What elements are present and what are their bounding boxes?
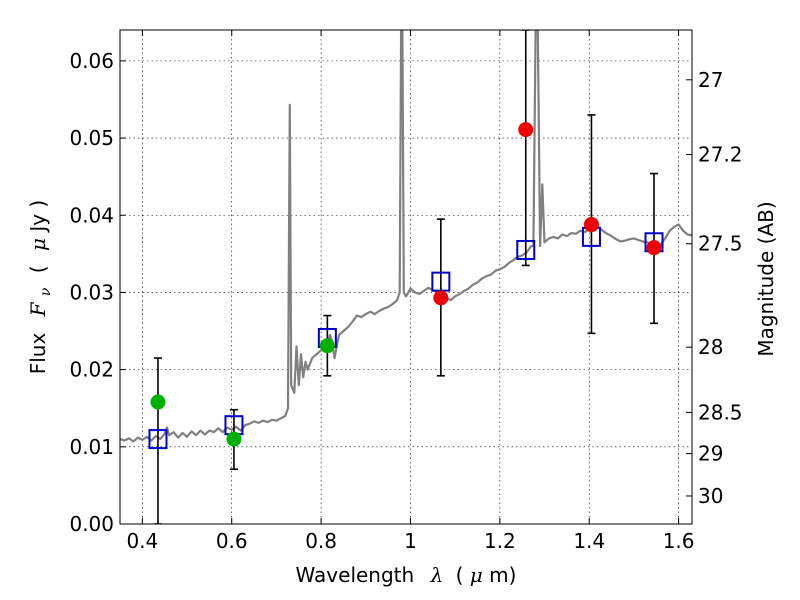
observed-point-green	[319, 338, 335, 354]
y-axis-ticks: 0.00 0.01 0.02 0.03 0.04 0.05 0.06	[69, 49, 126, 536]
y2-axis-ticks: 27 27.2 27.5 28 28.5 29 30	[686, 68, 743, 508]
y-axis-label-unit-open: (	[26, 265, 50, 273]
model-photometry-point	[516, 239, 536, 260]
y-tick-label: 0.02	[69, 358, 114, 382]
x-tick-label: 0.6	[216, 529, 248, 553]
y-tick-label: 0.05	[69, 126, 114, 150]
errorbar-layer	[153, 30, 659, 524]
y2-axis-label: Magnitude (AB)	[754, 201, 778, 356]
model-photometry-layer	[148, 226, 664, 450]
observed-point-red	[518, 122, 534, 138]
x-tick-label: 1.2	[484, 529, 516, 553]
y-tick-label: 0.01	[69, 435, 114, 459]
y-axis-label-subscript: ν	[38, 287, 54, 296]
observed-point-red	[433, 290, 449, 306]
x-axis-label-unit-rest: m)	[489, 563, 516, 587]
y2-tick-label: 28	[698, 335, 723, 359]
y-axis-label-unit-rest: Jy )	[26, 200, 50, 234]
x-tick-label: 1.6	[663, 529, 695, 553]
y-tick-label: 0.04	[69, 203, 114, 227]
y-axis-label-prefix: Flux	[26, 333, 50, 375]
y-tick-label: 0.06	[69, 49, 114, 73]
y2-tick-label: 27.2	[698, 143, 743, 167]
observed-point-green	[150, 394, 166, 410]
spectrum-line	[120, 30, 692, 443]
y2-tick-label: 29	[698, 442, 723, 466]
x-tick-label: 0.8	[305, 529, 337, 553]
y2-tick-label: 28.5	[698, 400, 743, 424]
y-axis-label-unit-mu: μ	[26, 238, 50, 251]
x-tick-label: 1.4	[573, 529, 605, 553]
y-axis-label-symbol: F	[26, 301, 50, 317]
y2-tick-label: 27	[698, 68, 723, 92]
y-axis-label: Flux F ν ( μ Jy )	[26, 200, 55, 375]
plot-frame	[119, 29, 693, 525]
x-tick-label: 1	[404, 529, 417, 553]
grid-layer	[120, 30, 692, 525]
observed-points-layer	[150, 122, 662, 447]
y-tick-label: 0.00	[69, 512, 114, 536]
x-axis-ticks: 0.4 0.6 0.8 1 1.2 1.4 1.6	[126, 30, 695, 553]
x-axis-label: Wavelength λ ( μ m)	[296, 563, 517, 587]
observed-point-green	[226, 431, 242, 447]
x-tick-label: 0.4	[126, 529, 158, 553]
x-axis-label-unit-open: (	[456, 563, 464, 587]
x-axis-label-unit-mu: μ	[470, 563, 483, 587]
x-axis-label-symbol: λ	[430, 563, 444, 587]
observed-point-red	[583, 217, 599, 233]
y-tick-label: 0.03	[69, 280, 114, 304]
y2-tick-label: 27.5	[698, 232, 743, 256]
observed-point-red	[646, 240, 662, 256]
model-photometry-point	[148, 429, 168, 450]
y2-tick-label: 30	[698, 484, 723, 508]
x-axis-label-prefix: Wavelength	[296, 563, 415, 587]
spectrum-layer	[120, 30, 692, 443]
